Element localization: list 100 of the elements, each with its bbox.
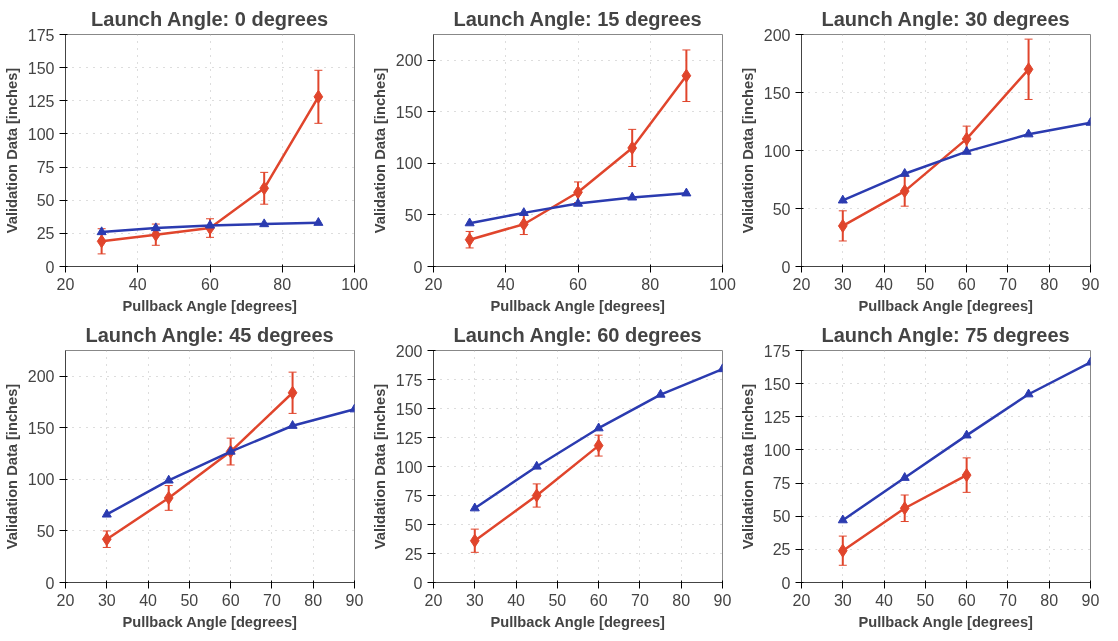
x-tick-label: 30 [465, 591, 484, 609]
y-tick-label: 200 [763, 26, 791, 44]
x-tick-label: 80 [273, 275, 292, 293]
x-tick-label: 20 [792, 275, 811, 293]
y-tick-label: 75 [772, 475, 791, 493]
y-tick-label: 0 [413, 574, 423, 592]
y-tick-label: 25 [36, 225, 55, 243]
x-tick-label: 80 [641, 275, 660, 293]
y-tick-label: 150 [395, 400, 423, 418]
y-tick-label: 50 [404, 206, 423, 224]
y-tick-label: 150 [27, 59, 55, 77]
x-tick-label: 20 [56, 591, 75, 609]
y-tick-label: 150 [395, 103, 423, 121]
y-tick-label: 50 [404, 516, 423, 534]
y-axis-title: Validation Data [inches] [371, 67, 388, 234]
x-tick-label: 80 [1040, 591, 1059, 609]
y-tick-label: 150 [27, 419, 55, 437]
chart-title: Launch Angle: 45 degrees [85, 323, 334, 346]
y-tick-label: 25 [404, 545, 423, 563]
y-tick-label: 200 [395, 52, 423, 70]
y-tick-label: 150 [763, 375, 791, 393]
y-tick-label: 175 [763, 342, 791, 360]
y-tick-label: 100 [27, 125, 55, 143]
y-axis-title: Validation Data [inches] [371, 383, 388, 550]
x-tick-label: 40 [507, 591, 526, 609]
x-tick-label: 90 [345, 591, 364, 609]
y-axis-title: Validation Data [inches] [739, 67, 756, 234]
x-tick-label: 90 [713, 591, 732, 609]
x-tick-label: 20 [792, 591, 811, 609]
y-tick-label: 0 [781, 258, 791, 276]
y-axis-title: Validation Data [inches] [739, 383, 756, 550]
y-tick-label: 175 [27, 26, 55, 44]
chart-title: Launch Angle: 15 degrees [453, 7, 702, 30]
y-tick-label: 0 [781, 574, 791, 592]
x-tick-label: 90 [1081, 591, 1100, 609]
x-tick-label: 50 [916, 275, 935, 293]
chart-title: Launch Angle: 30 degrees [821, 7, 1070, 30]
x-tick-label: 60 [201, 275, 219, 293]
y-tick-label: 125 [395, 429, 423, 447]
y-tick-label: 50 [36, 522, 55, 540]
x-tick-label: 70 [999, 275, 1017, 293]
y-tick-label: 0 [45, 258, 55, 276]
x-tick-label: 30 [833, 591, 852, 609]
x-tick-label: 70 [263, 591, 281, 609]
y-tick-label: 75 [404, 487, 423, 505]
y-tick-label: 50 [36, 192, 55, 210]
y-tick-label: 125 [27, 92, 55, 110]
x-tick-label: 80 [304, 591, 323, 609]
x-tick-label: 80 [672, 591, 691, 609]
x-axis-title: Pullback Angle [degrees] [858, 613, 1034, 630]
x-tick-label: 60 [569, 275, 587, 293]
x-tick-label: 30 [97, 591, 116, 609]
x-tick-label: 60 [957, 591, 976, 609]
y-tick-label: 25 [772, 541, 791, 559]
chart-title: Launch Angle: 60 degrees [453, 323, 702, 346]
y-tick-label: 75 [36, 159, 55, 177]
chart-title: Launch Angle: 0 degrees [91, 7, 329, 30]
y-tick-label: 50 [772, 508, 791, 526]
y-tick-label: 100 [763, 142, 791, 160]
x-tick-label: 100 [341, 275, 368, 293]
x-tick-label: 20 [56, 275, 75, 293]
y-tick-label: 0 [413, 258, 423, 276]
x-tick-label: 60 [221, 591, 240, 609]
x-axis-title: Pullback Angle [degrees] [122, 613, 298, 630]
x-tick-label: 40 [139, 591, 158, 609]
x-tick-label: 70 [631, 591, 649, 609]
x-tick-label: 40 [496, 275, 515, 293]
y-axis-title: Validation Data [inches] [3, 67, 20, 234]
x-tick-label: 40 [875, 275, 894, 293]
y-tick-label: 175 [395, 371, 423, 389]
y-tick-label: 100 [763, 441, 791, 459]
x-tick-label: 50 [180, 591, 199, 609]
y-tick-label: 100 [395, 458, 423, 476]
x-tick-label: 30 [833, 275, 852, 293]
x-tick-label: 50 [916, 591, 935, 609]
x-tick-label: 60 [957, 275, 976, 293]
x-tick-label: 50 [548, 591, 567, 609]
x-tick-label: 40 [128, 275, 147, 293]
y-axis-title: Validation Data [inches] [3, 383, 20, 550]
x-tick-label: 80 [1040, 275, 1059, 293]
y-tick-label: 100 [27, 471, 55, 489]
x-tick-label: 60 [589, 591, 608, 609]
x-axis-title: Pullback Angle [degrees] [490, 297, 666, 314]
x-tick-label: 20 [424, 275, 443, 293]
y-tick-label: 200 [395, 342, 423, 360]
x-tick-label: 100 [709, 275, 736, 293]
chart-title: Launch Angle: 75 degrees [821, 323, 1070, 346]
y-tick-label: 100 [395, 155, 423, 173]
x-tick-label: 90 [1081, 275, 1100, 293]
x-axis-title: Pullback Angle [degrees] [490, 613, 666, 630]
y-tick-label: 125 [763, 408, 791, 426]
y-tick-label: 150 [763, 84, 791, 102]
x-axis-title: Pullback Angle [degrees] [858, 297, 1034, 314]
y-tick-label: 50 [772, 200, 791, 218]
x-tick-label: 70 [999, 591, 1017, 609]
y-tick-label: 200 [27, 368, 55, 386]
x-tick-label: 40 [875, 591, 894, 609]
y-tick-label: 0 [45, 574, 55, 592]
x-axis-title: Pullback Angle [degrees] [122, 297, 298, 314]
x-tick-label: 20 [424, 591, 443, 609]
